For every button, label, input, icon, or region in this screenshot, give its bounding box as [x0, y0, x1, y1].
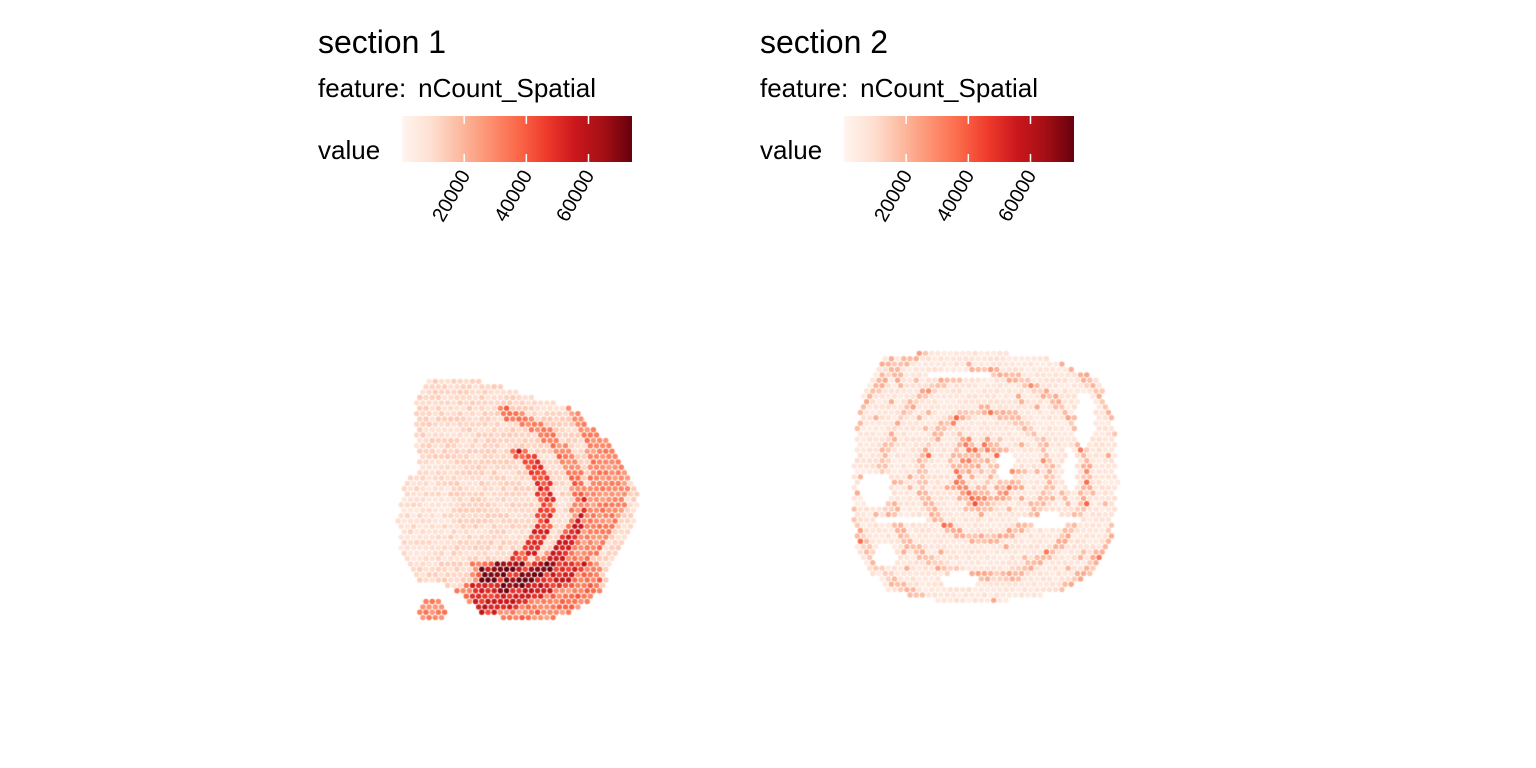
- section-1-panel: section 1 feature: nCount_Spatial value 2…: [318, 0, 738, 768]
- colorbar-tick-labels: 20000 40000 60000: [402, 166, 632, 260]
- feature-label: feature:: [318, 73, 407, 103]
- colorbar-tick-labels: 20000 40000 60000: [844, 166, 1074, 260]
- feature-name: nCount_Spatial: [418, 73, 596, 103]
- section-2-panel: section 2 feature: nCount_Spatial value 2…: [760, 0, 1180, 768]
- plot-title: section 2: [760, 24, 889, 60]
- plot-title: section 1: [318, 24, 447, 60]
- colorbar: [844, 116, 1074, 162]
- colorbar-gradient: [844, 116, 1074, 162]
- legend-title: value: [760, 135, 823, 165]
- tick-label: 20000: [870, 166, 918, 226]
- feature-name: nCount_Spatial: [860, 73, 1038, 103]
- tick-label: 20000: [428, 166, 476, 226]
- tick-label: 60000: [552, 166, 600, 226]
- legend-title: value: [318, 135, 381, 165]
- feature-subtitle: feature: nCount_Spatial: [760, 72, 1038, 104]
- colorbar-gradient: [402, 116, 632, 162]
- tick-label: 40000: [932, 166, 980, 226]
- tick-label: 60000: [994, 166, 1042, 226]
- feature-subtitle: feature: nCount_Spatial: [318, 72, 596, 104]
- feature-label: feature:: [760, 73, 849, 103]
- colorbar: [402, 116, 632, 162]
- tick-label: 40000: [490, 166, 538, 226]
